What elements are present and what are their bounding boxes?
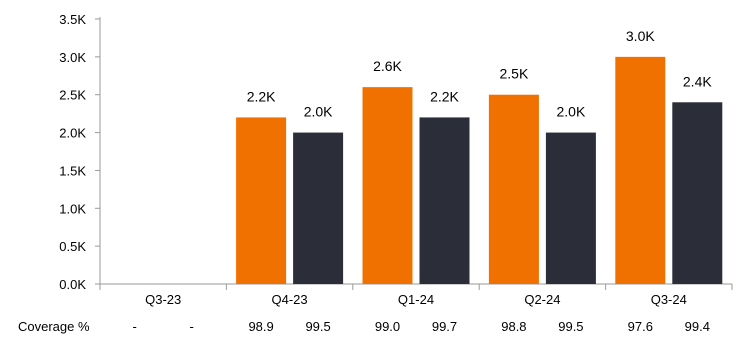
data-label: 2.5K bbox=[499, 66, 528, 82]
y-tick-label: 1.0K bbox=[59, 201, 86, 216]
bar bbox=[488, 94, 539, 284]
y-tick-label: 0.0K bbox=[59, 277, 86, 292]
y-axis: 0.0K 0.5K 1.0K 1.5K 2.0K 2.5K 3.0K 3.5K bbox=[59, 12, 101, 292]
bar bbox=[545, 132, 596, 284]
data-label: 2.6K bbox=[373, 58, 402, 74]
x-tick-label: Q4-23 bbox=[272, 292, 308, 307]
y-tick-label: 2.0K bbox=[59, 126, 86, 141]
data-label: 2.2K bbox=[430, 88, 459, 104]
coverage-value: 98.9 bbox=[248, 319, 273, 334]
bars bbox=[236, 56, 723, 285]
x-axis: Q3-23 Q4-23 Q1-24 Q2-24 Q3-24 bbox=[99, 283, 733, 307]
coverage-value: 98.8 bbox=[501, 319, 526, 334]
bar bbox=[362, 87, 413, 285]
data-label: 2.4K bbox=[683, 73, 712, 89]
data-label: 2.0K bbox=[556, 104, 585, 120]
coverage-value: 99.4 bbox=[685, 319, 710, 334]
data-labels: 2.2K 2.0K 2.6K 2.2K 2.5K 2.0K 3.0K 2.4K bbox=[247, 28, 713, 120]
y-tick-label: 0.5K bbox=[59, 239, 86, 254]
coverage-value: 99.7 bbox=[432, 319, 457, 334]
data-label: 3.0K bbox=[626, 28, 655, 44]
y-tick-label: 1.5K bbox=[59, 163, 86, 178]
data-label: 2.0K bbox=[304, 104, 333, 120]
x-tick-label: Q1-24 bbox=[398, 292, 434, 307]
y-tick-label: 2.5K bbox=[59, 88, 86, 103]
bar bbox=[672, 102, 723, 285]
y-tick-label: 3.0K bbox=[59, 50, 86, 65]
x-tick-label: Q3-23 bbox=[145, 292, 181, 307]
x-tick-label: Q3-24 bbox=[651, 292, 687, 307]
coverage-label: Coverage % bbox=[18, 319, 90, 334]
bar bbox=[236, 117, 287, 284]
bar bbox=[419, 117, 470, 284]
x-tick-label: Q2-24 bbox=[524, 292, 560, 307]
bar bbox=[615, 56, 666, 284]
bar bbox=[293, 132, 344, 284]
coverage-value: - bbox=[190, 319, 194, 334]
data-label: 2.2K bbox=[247, 88, 276, 104]
coverage-value: 99.0 bbox=[375, 319, 400, 334]
coverage-row: Coverage % - - 98.9 99.5 99.0 99.7 98.8 99.5 97.… bbox=[18, 319, 710, 334]
coverage-value: 99.5 bbox=[305, 319, 330, 334]
coverage-value: 99.5 bbox=[558, 319, 583, 334]
coverage-value: - bbox=[133, 319, 137, 334]
y-tick-label: 3.5K bbox=[59, 12, 86, 27]
coverage-value: 97.6 bbox=[628, 319, 653, 334]
